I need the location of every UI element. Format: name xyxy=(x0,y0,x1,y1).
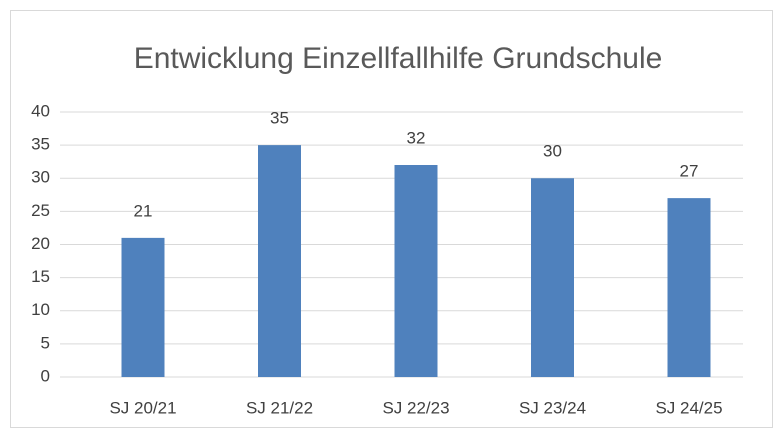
y-tick-label: 0 xyxy=(41,366,50,385)
x-tick-label: SJ 24/25 xyxy=(655,398,722,417)
chart-title: Entwicklung Einzellfallhilfe Grundschule xyxy=(134,42,663,75)
data-label: 30 xyxy=(543,142,562,161)
x-tick-label: SJ 23/24 xyxy=(519,398,586,417)
data-label: 35 xyxy=(270,109,289,128)
bar xyxy=(667,198,711,377)
y-tick-label: 30 xyxy=(31,168,50,187)
x-tick-label: SJ 20/21 xyxy=(109,398,176,417)
data-label: 27 xyxy=(680,162,699,181)
y-tick-label: 20 xyxy=(31,234,50,253)
bar xyxy=(394,165,438,377)
y-tick-label: 5 xyxy=(41,333,50,352)
bar xyxy=(121,237,165,377)
bar xyxy=(258,145,301,377)
x-tick-label: SJ 21/22 xyxy=(246,398,313,417)
y-tick-label: 15 xyxy=(31,267,50,286)
y-tick-label: 40 xyxy=(31,101,50,120)
x-tick-label: SJ 22/23 xyxy=(382,398,449,417)
y-tick-label: 35 xyxy=(31,135,50,154)
bar xyxy=(531,178,574,377)
data-label: 21 xyxy=(134,201,153,220)
y-tick-label: 10 xyxy=(31,300,50,319)
data-label: 32 xyxy=(407,128,426,147)
y-tick-label: 25 xyxy=(31,201,50,220)
